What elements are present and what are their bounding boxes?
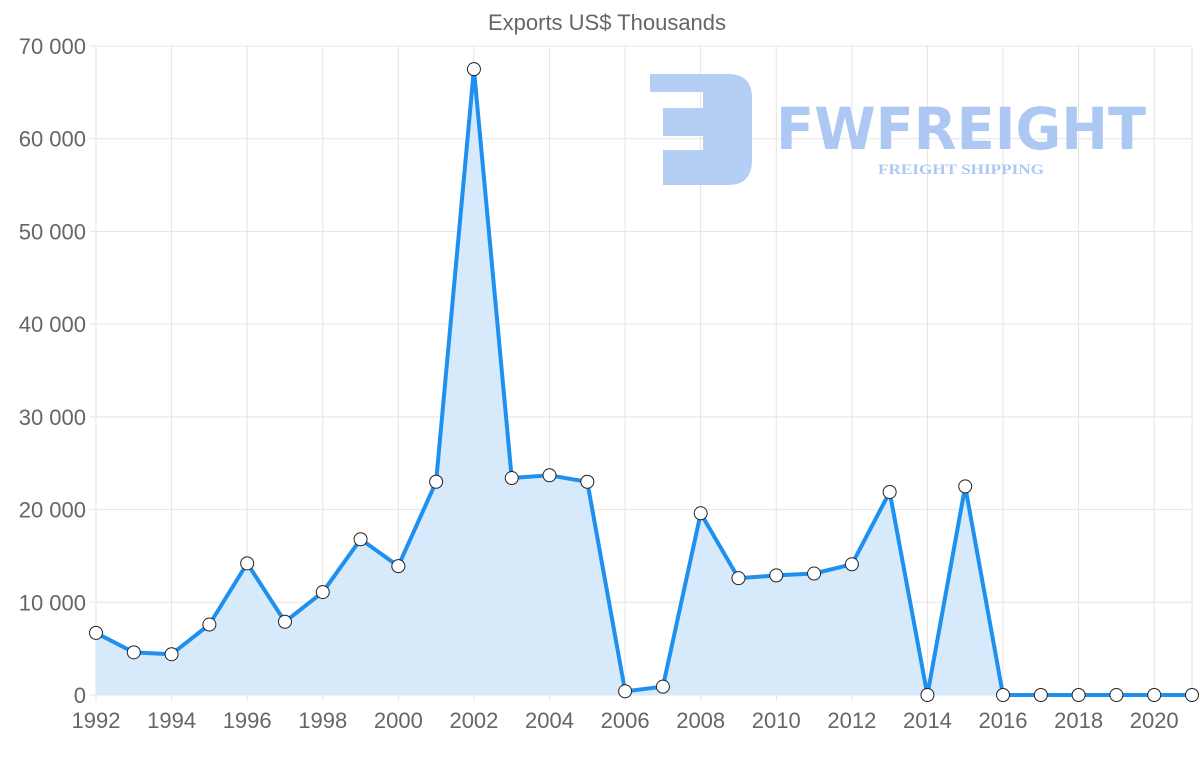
x-tick-label: 1994	[147, 708, 196, 733]
watermark-logo: FWFREIGHT FREIGHT SHIPPING	[650, 74, 1146, 185]
data-point-2015[interactable]	[958, 479, 973, 494]
data-point-2021[interactable]	[1185, 688, 1199, 702]
logo-tagline: FREIGHT SHIPPING	[878, 162, 1044, 178]
data-point-2013[interactable]	[882, 484, 897, 499]
x-tick-label: 2000	[374, 708, 423, 733]
x-tick-label: 2006	[601, 708, 650, 733]
data-point-1997[interactable]	[277, 614, 292, 629]
x-tick-label: 2012	[827, 708, 876, 733]
data-point-1995[interactable]	[202, 617, 217, 632]
y-tick-label: 40 000	[19, 312, 86, 337]
data-point-2007[interactable]	[655, 679, 670, 694]
data-point-2009[interactable]	[731, 571, 746, 586]
data-point-2000[interactable]	[391, 559, 406, 574]
data-point-2011[interactable]	[807, 566, 822, 581]
data-point-2004[interactable]	[542, 468, 557, 483]
data-point-2002[interactable]	[466, 62, 481, 77]
x-tick-label: 1998	[298, 708, 347, 733]
y-axis: 0 10 000 20 000 30 000 40 000 50 000 60 000 70 …	[19, 34, 86, 708]
x-tick-label: 2014	[903, 708, 952, 733]
data-point-2008[interactable]	[693, 506, 708, 521]
x-tick-label: 2010	[752, 708, 801, 733]
y-tick-label: 0	[74, 683, 86, 708]
data-point-2020[interactable]	[1147, 688, 1162, 702]
data-point-2018[interactable]	[1071, 688, 1086, 702]
data-point-2017[interactable]	[1033, 688, 1048, 702]
logo-mark-icon	[650, 74, 752, 185]
data-point-2016[interactable]	[996, 688, 1011, 702]
y-tick-label: 20 000	[19, 498, 86, 523]
logo-brand: FWFREIGHT	[776, 95, 1146, 163]
data-point-2014[interactable]	[920, 688, 935, 702]
x-tick-label: 2002	[449, 708, 498, 733]
data-point-2005[interactable]	[580, 474, 595, 489]
data-point-1999[interactable]	[353, 532, 368, 547]
series-area	[96, 69, 1192, 695]
y-tick-label: 50 000	[19, 219, 86, 244]
series-exports	[89, 62, 1199, 702]
x-tick-label: 2004	[525, 708, 574, 733]
x-tick-label: 2020	[1130, 708, 1179, 733]
data-point-2012[interactable]	[844, 557, 859, 572]
y-tick-label: 10 000	[19, 590, 86, 615]
data-point-2019[interactable]	[1109, 688, 1124, 702]
x-tick-label: 2008	[676, 708, 725, 733]
data-point-1992[interactable]	[89, 625, 103, 640]
data-point-2001[interactable]	[429, 474, 444, 489]
y-tick-label: 70 000	[19, 34, 86, 59]
y-tick-label: 30 000	[19, 405, 86, 430]
y-tick-label: 60 000	[19, 127, 86, 152]
x-tick-label: 1992	[72, 708, 121, 733]
x-tick-label: 2016	[979, 708, 1028, 733]
data-point-2006[interactable]	[618, 684, 633, 699]
data-point-1996[interactable]	[240, 556, 255, 571]
x-tick-label: 1996	[223, 708, 272, 733]
data-point-2010[interactable]	[769, 568, 784, 583]
chart-title: Exports US$ Thousands	[488, 10, 726, 35]
data-point-1998[interactable]	[315, 585, 330, 600]
x-axis: 1992 1994 1996 1998 2000 2002 2004 2006 2008 2010…	[72, 708, 1179, 733]
x-tick-label: 2018	[1054, 708, 1103, 733]
data-point-2003[interactable]	[504, 471, 519, 486]
data-point-1994[interactable]	[164, 647, 179, 662]
data-point-1993[interactable]	[126, 645, 141, 660]
